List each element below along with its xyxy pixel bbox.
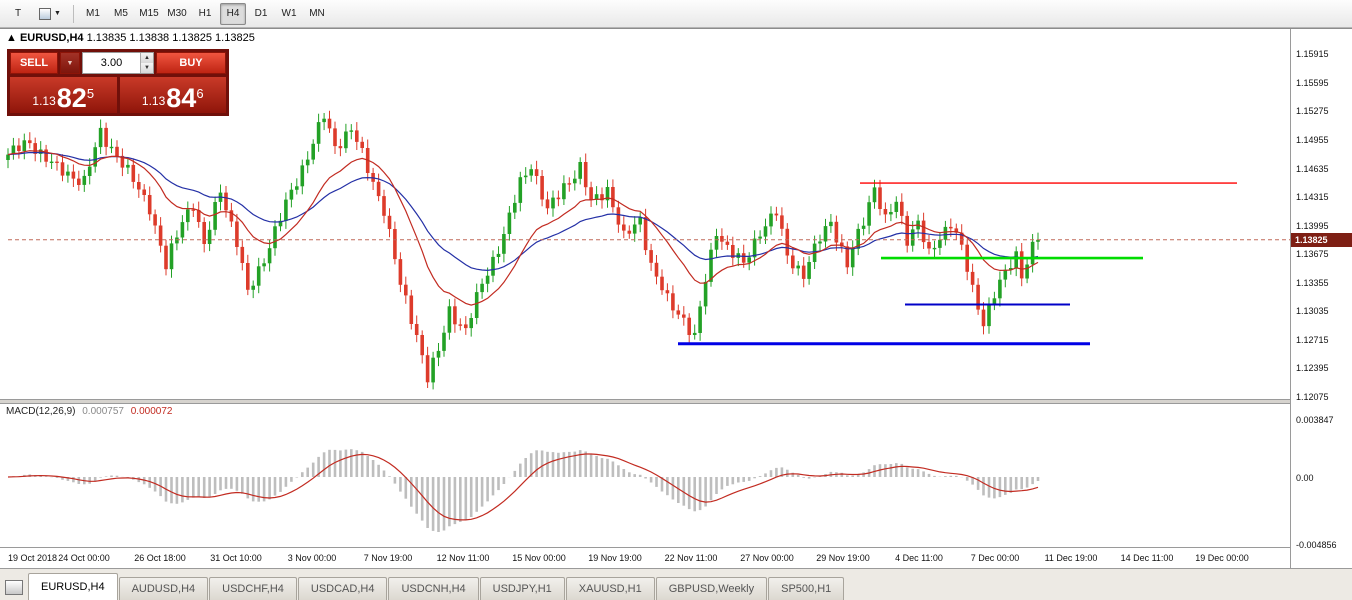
- sell-price-display[interactable]: 1.13 82 5: [10, 77, 117, 113]
- chart-tool-icon: [39, 7, 52, 20]
- chart-tab[interactable]: USDCAD,H4: [297, 577, 388, 600]
- time-axis-label: 11 Dec 19:00: [1044, 553, 1098, 563]
- buy-price-big: 84: [166, 83, 197, 113]
- chart-tab[interactable]: SP500,H1: [768, 577, 845, 600]
- price-axis-label: 1.13995: [1296, 221, 1329, 231]
- chart-tabbar: EURUSD,H4 AUDUSD,H4 USDCHF,H4 USDCAD,H4 USDC…: [0, 568, 1352, 600]
- time-axis-label: 22 Nov 11:00: [664, 553, 718, 563]
- price-axis-label: 1.14955: [1296, 135, 1329, 145]
- timeframe-button-h1[interactable]: H1: [198, 8, 212, 19]
- price-axis-label: 1.12715: [1296, 335, 1329, 345]
- chart-tab[interactable]: USDCHF,H4: [209, 577, 297, 600]
- time-axis-label: 7 Dec 00:00: [970, 553, 1020, 563]
- draw-tool-button[interactable]: ▼: [33, 3, 67, 25]
- time-axis-label: 15 Nov 00:00: [512, 553, 566, 563]
- buy-price-sup: 6: [196, 86, 204, 101]
- macd-label: MACD(12,26,9) 0.000757 0.000072: [6, 406, 172, 417]
- sell-price-big: 82: [56, 83, 87, 113]
- macd-axis-label: 0.00: [1296, 473, 1314, 483]
- toolbar-separator: [73, 4, 74, 23]
- macd-axis-label: 0.003847: [1296, 415, 1334, 425]
- chart-tab[interactable]: EURUSD,H4: [28, 573, 118, 600]
- price-axis[interactable]: 1.15915 1.15595 1.15275 1.14955 1.14635 1.143…: [1290, 29, 1352, 569]
- time-axis-label: 3 Nov 00:00: [287, 553, 337, 563]
- time-axis-label: 27 Nov 00:00: [740, 553, 794, 563]
- timeframe-button-mn[interactable]: MN: [309, 8, 325, 19]
- volume-value[interactable]: 3.00: [100, 57, 123, 69]
- time-axis-label: 31 Oct 10:00: [210, 553, 262, 563]
- sell-price-sup: 5: [86, 86, 95, 101]
- price-axis-label: 1.13355: [1296, 278, 1329, 288]
- time-axis-label: 26 Oct 18:00: [134, 553, 186, 563]
- volume-decrease-button[interactable]: ▼: [140, 63, 153, 73]
- toolbar: T ▼ M1 M5 M15 M30 H1 H4 D1 W1 MN: [0, 0, 1352, 28]
- chart-window: ▲ EURUSD,H4 1.13835 1.13838 1.13825 1.13…: [0, 28, 1352, 569]
- time-axis-label: 7 Nov 19:00: [363, 553, 413, 563]
- chart-title: ▲ EURUSD,H4 1.13835 1.13838 1.13825 1.13…: [6, 32, 255, 44]
- price-axis-label: 1.13675: [1296, 249, 1329, 259]
- time-axis-label: 19 Nov 19:00: [588, 553, 642, 563]
- timeframe-button-d1[interactable]: D1: [254, 8, 268, 19]
- timeframe-button-w1[interactable]: W1: [281, 8, 297, 19]
- time-axis-label: 19 Oct 2018: [8, 553, 58, 563]
- chart-tab[interactable]: USDJPY,H1: [479, 577, 565, 600]
- macd-pane: MACD(12,26,9) 0.000757 0.000072: [0, 404, 1290, 547]
- macd-canvas[interactable]: [0, 404, 1290, 547]
- price-axis-label: 1.15275: [1296, 106, 1329, 116]
- chevron-down-icon: ▼: [54, 10, 61, 17]
- windows-icon[interactable]: [5, 580, 23, 595]
- time-axis-label: 24 Oct 00:00: [58, 553, 110, 563]
- order-type-dropdown[interactable]: ▼: [60, 52, 80, 74]
- chart-tabs: EURUSD,H4 AUDUSD,H4 USDCHF,H4 USDCAD,H4 USDC…: [28, 573, 845, 600]
- macd-name: MACD(12,26,9): [6, 406, 76, 417]
- chevron-down-icon: ▼: [66, 59, 74, 67]
- main-chart-canvas[interactable]: [0, 29, 1290, 399]
- chart-symbol-label: EURUSD,H4: [19, 32, 84, 44]
- chart-tab[interactable]: USDCNH,H4: [388, 577, 479, 600]
- chart-ohlc-values: 1.13835 1.13838 1.13825 1.13825: [86, 32, 255, 44]
- price-axis-label: 1.14315: [1296, 192, 1329, 202]
- time-axis[interactable]: 19 Oct 2018 24 Oct 00:00 26 Oct 18:00 31 Oc…: [0, 547, 1290, 569]
- price-axis-label: 1.12395: [1296, 363, 1329, 373]
- buy-price-prefix: 1.13: [141, 94, 166, 108]
- sell-price-prefix: 1.13: [32, 94, 56, 108]
- timeframe-button-m5[interactable]: M5: [114, 8, 128, 19]
- collapse-arrow-icon[interactable]: ▲: [6, 32, 17, 44]
- timeframe-button-m15[interactable]: M15: [139, 8, 159, 19]
- macd-signal-value: 0.000072: [130, 406, 173, 417]
- chart-tab[interactable]: AUDUSD,H4: [118, 577, 209, 600]
- chart-tab[interactable]: GBPUSD,Weekly: [655, 577, 768, 600]
- price-axis-label: 1.15915: [1296, 49, 1329, 59]
- one-click-trading-panel: SELL ▼ 3.00 ▲ ▼ BUY 1.13: [7, 49, 229, 116]
- time-axis-label: 14 Dec 11:00: [1120, 553, 1174, 563]
- pane-splitter[interactable]: [0, 399, 1352, 404]
- timeframe-buttons: M1 M5 M15 M30 H1 H4 D1 W1 MN: [79, 2, 331, 25]
- timeframe-button-m30[interactable]: M30: [167, 8, 187, 19]
- main-chart-pane: ▲ EURUSD,H4 1.13835 1.13838 1.13825 1.13…: [0, 29, 1290, 399]
- current-price-badge: 1.13825: [1291, 233, 1352, 247]
- price-axis-label: 1.14635: [1296, 164, 1329, 174]
- timeframe-button-h4[interactable]: H4: [220, 2, 246, 25]
- volume-increase-button[interactable]: ▲: [140, 53, 153, 63]
- timeframe-button-m1[interactable]: M1: [86, 8, 100, 19]
- time-axis-label: 19 Dec 00:00: [1195, 553, 1249, 563]
- volume-input[interactable]: 3.00 ▲ ▼: [82, 52, 154, 74]
- volume-stepper: ▲ ▼: [140, 53, 153, 73]
- macd-main-value: 0.000757: [82, 406, 124, 417]
- macd-axis-label: -0.004856: [1296, 540, 1337, 550]
- price-axis-label: 1.15595: [1296, 78, 1329, 88]
- price-axis-label: 1.12075: [1296, 392, 1329, 402]
- time-axis-label: 12 Nov 11:00: [436, 553, 490, 563]
- chart-tab[interactable]: XAUUSD,H1: [565, 577, 655, 600]
- time-axis-label: 29 Nov 19:00: [816, 553, 870, 563]
- price-axis-label: 1.13035: [1296, 306, 1329, 316]
- buy-button[interactable]: BUY: [156, 52, 226, 74]
- toolbar-button-t[interactable]: T: [14, 8, 22, 19]
- buy-price-display[interactable]: 1.13 84 6: [119, 77, 226, 113]
- sell-button[interactable]: SELL: [10, 52, 58, 74]
- time-axis-label: 4 Dec 11:00: [895, 553, 943, 563]
